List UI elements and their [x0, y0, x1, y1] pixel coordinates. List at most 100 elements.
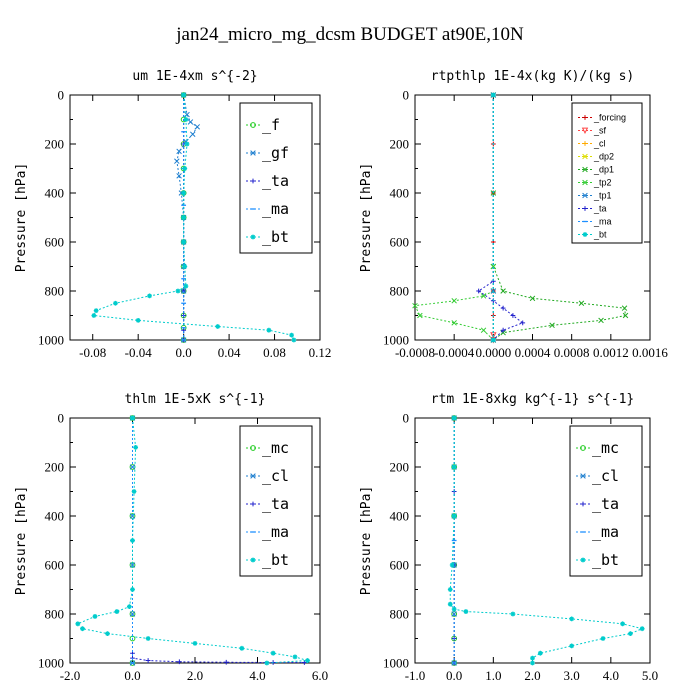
legend: _mc _cl _ta _ma _bt: [239, 425, 313, 577]
legend-marker: [582, 153, 588, 160]
y-axis-label: Pressure [hPa]: [359, 163, 374, 273]
y-axis-label: Pressure [hPa]: [359, 486, 374, 596]
legend-label: _dp2: [593, 152, 614, 162]
panel-title: rtm 1E-8xkg kg^{-1} s^{-1}: [431, 392, 635, 407]
data-point: [463, 609, 469, 614]
legend-marker: [250, 178, 256, 184]
legend: _f _gf _ta _ma _bt: [239, 102, 313, 254]
data-point: [181, 239, 187, 245]
data-point: [500, 305, 506, 311]
chart-panel-2: rtpthlp 1E-4x(kg K)/(kg s) Pressure [hPa]…: [359, 69, 668, 360]
x-tick-label: 0.0: [124, 668, 140, 683]
series-line: [449, 418, 644, 663]
x-tick-label: 0.0008: [554, 345, 590, 360]
data-point: [192, 641, 198, 646]
legend-label: _forcing: [593, 113, 626, 123]
x-tick-label: 1.0: [485, 668, 501, 683]
data-point: [189, 131, 196, 137]
data-point: [530, 655, 535, 661]
legend: _mc _cl _ta _ma _bt: [569, 425, 643, 577]
x-tick-label: 3.0: [564, 668, 580, 683]
x-tick-label: 0.0: [176, 345, 192, 360]
y-tick-label: 200: [45, 137, 65, 152]
data-point: [181, 92, 187, 98]
data-point: [129, 562, 136, 568]
x-tick-label: 4.0: [603, 668, 619, 683]
y-tick-label: 800: [45, 607, 65, 622]
data-point: [181, 215, 187, 220]
legend-label: _ta: [262, 495, 289, 513]
data-point: [628, 631, 633, 636]
data-point: [639, 626, 645, 632]
y-tick-label: 600: [45, 235, 65, 250]
chart-panel-3: thlm 1E-5xK s^{-1} Pressure [hPa] 0 200 400 6…: [14, 392, 328, 683]
y-tick-label: 600: [390, 235, 410, 250]
x-tick-label: -0.0008: [395, 345, 435, 360]
data-point: [92, 614, 98, 619]
series-line: [176, 94, 198, 340]
legend-marker: [582, 232, 588, 237]
data-point: [305, 658, 310, 663]
data-point: [510, 313, 516, 318]
data-point: [133, 445, 139, 450]
data-point: [529, 295, 536, 302]
data-point: [451, 464, 457, 470]
data-point: [126, 604, 132, 610]
legend-marker: [580, 501, 586, 507]
y-tick-label: 400: [45, 186, 65, 201]
x-tick-label: 5.0: [642, 668, 658, 683]
legend-label: _cl: [593, 139, 606, 149]
data-point: [476, 288, 482, 294]
y-tick-label: 0: [403, 88, 410, 103]
x-tick-label: -0.08: [79, 345, 106, 360]
legend-label: _ma: [262, 200, 289, 218]
data-point: [181, 190, 187, 196]
y-tick-label: 800: [390, 607, 410, 622]
data-point: [490, 92, 496, 98]
data-point: [289, 332, 294, 338]
data-point: [114, 609, 120, 614]
legend-marker: [582, 115, 588, 120]
data-point: [215, 324, 221, 329]
data-point: [130, 538, 135, 543]
legend-marker: [250, 150, 256, 156]
y-axis-label: Pressure [hPa]: [14, 163, 29, 273]
y-tick-label: 200: [390, 460, 410, 475]
legend-label: _cl: [262, 467, 289, 485]
chart-panel-4: rtm 1E-8xkg kg^{-1} s^{-1} Pressure [hPa]…: [359, 392, 658, 683]
legend-marker: [250, 445, 256, 451]
data-point: [451, 513, 457, 519]
y-tick-label: 400: [390, 509, 410, 524]
y-tick-label: 0: [403, 411, 410, 426]
data-point: [480, 293, 487, 299]
legend-label: _gf: [262, 144, 289, 162]
data-point: [520, 320, 526, 326]
legend-marker: [580, 445, 586, 451]
data-point: [182, 166, 188, 171]
legend-label: _ta: [262, 172, 289, 190]
series-bt: [490, 92, 496, 343]
data-point: [537, 650, 543, 656]
series-line: [414, 95, 494, 341]
legend-marker: [582, 141, 588, 146]
data-point: [145, 636, 151, 641]
data-point: [549, 322, 555, 329]
data-point: [569, 643, 575, 649]
data-point: [412, 302, 418, 309]
y-tick-label: 600: [390, 558, 410, 573]
data-point: [270, 650, 276, 656]
y-tick-label: 400: [390, 186, 410, 201]
data-point: [490, 263, 497, 270]
data-point: [239, 645, 245, 651]
data-point: [182, 264, 188, 269]
y-tick-label: 600: [45, 558, 65, 573]
legend-marker: [250, 234, 256, 240]
legend-marker: [580, 473, 586, 479]
data-point: [500, 327, 506, 333]
y-tick-label: 0: [58, 88, 65, 103]
y-tick-label: 1000: [38, 333, 64, 348]
x-tick-label: 0.0016: [632, 345, 668, 360]
data-point: [176, 173, 182, 179]
legend: _forcing _sf _cl _dp2 _dp1 _tp2 _tp1 _ta _ma _bt: [571, 102, 643, 244]
data-point: [451, 320, 457, 326]
